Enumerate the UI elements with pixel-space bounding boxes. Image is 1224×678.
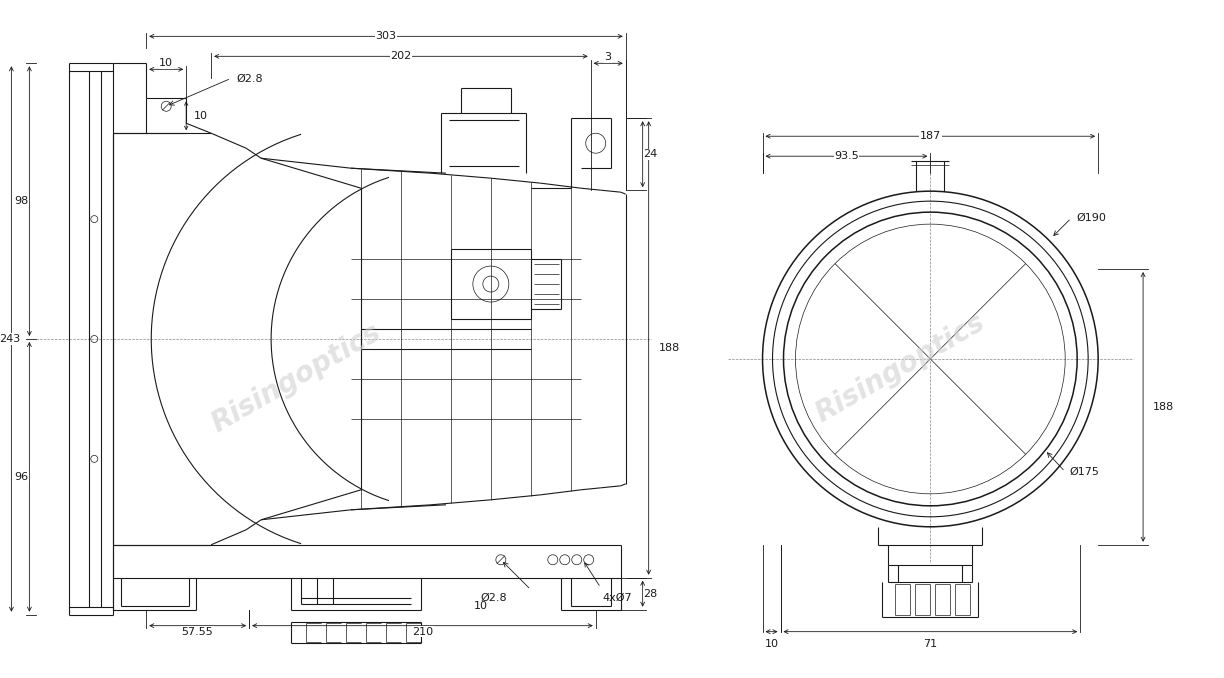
Text: 188: 188	[1153, 402, 1174, 412]
Text: 10: 10	[159, 58, 174, 68]
Text: 303: 303	[376, 31, 397, 41]
Text: 3: 3	[605, 52, 611, 62]
Text: 71: 71	[923, 639, 938, 649]
Text: 243: 243	[0, 334, 20, 344]
Text: 93.5: 93.5	[834, 151, 859, 161]
Text: 98: 98	[15, 196, 28, 206]
Text: 187: 187	[919, 132, 941, 141]
Text: Ø2.8: Ø2.8	[236, 73, 263, 83]
Text: 210: 210	[412, 626, 433, 637]
Text: Ø2.8: Ø2.8	[481, 593, 508, 603]
Text: 24: 24	[644, 149, 657, 159]
Text: Ø175: Ø175	[1069, 466, 1099, 477]
Text: Risingoptics: Risingoptics	[207, 318, 386, 438]
Text: Risingoptics: Risingoptics	[810, 308, 990, 428]
Text: 4xØ7: 4xØ7	[602, 593, 633, 603]
Text: 28: 28	[644, 589, 657, 599]
Text: 10: 10	[195, 111, 208, 121]
Text: 188: 188	[659, 343, 679, 353]
Text: 57.55: 57.55	[181, 626, 213, 637]
Text: 96: 96	[15, 472, 28, 482]
Text: 10: 10	[474, 601, 488, 611]
Text: Ø190: Ø190	[1076, 213, 1106, 223]
Text: 202: 202	[390, 52, 411, 61]
Text: 10: 10	[765, 639, 778, 649]
